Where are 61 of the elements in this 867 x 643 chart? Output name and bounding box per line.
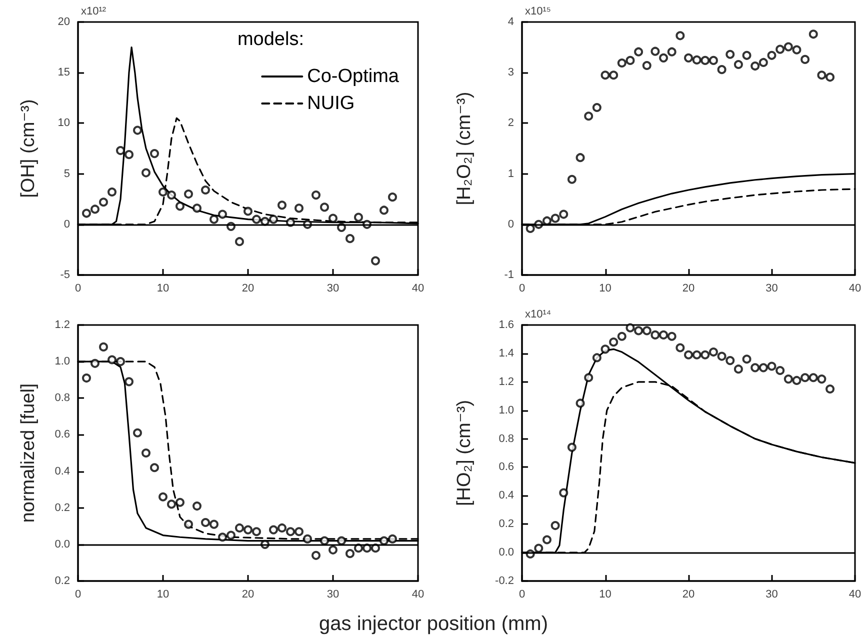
y-axis-title: [HO₂] (cm⁻³) [454, 400, 475, 506]
legend-label: NUIG [307, 93, 355, 114]
x-tick-label: 0 [518, 282, 526, 294]
y-tick-label: 10 [58, 117, 70, 130]
x-tick-label: 0 [74, 282, 82, 294]
y-tick-label: 2 [508, 117, 514, 130]
x-tick-label: 40 [848, 588, 862, 600]
y-tick-label: 5 [64, 168, 70, 180]
y-tick-label: 1 [508, 168, 514, 180]
x-tick-label: 20 [242, 588, 254, 600]
x-tick-label: 30 [766, 588, 778, 600]
y-tick-label: 4 [508, 16, 514, 28]
x-tick-label: 20 [682, 588, 695, 600]
x-tick-label: 10 [599, 588, 612, 600]
text: x10¹⁴ [525, 308, 552, 320]
y-tick-label: 0.8 [54, 392, 70, 404]
y-tick-label: 1.0 [498, 404, 514, 416]
text: x10¹⁵ [525, 6, 551, 18]
x-tick-label: 40 [412, 282, 424, 294]
y-tick-label: 0.4 [54, 465, 70, 478]
y-tick-label: -5 [60, 269, 70, 281]
y-tick-label: 0.2 [54, 575, 70, 587]
x-tick-label: 30 [766, 282, 778, 294]
x-tick-label: 10 [599, 282, 612, 294]
y-tick-label: -1 [504, 269, 514, 281]
legend-title: models: [237, 29, 304, 50]
y-tick-label: 0.6 [54, 428, 70, 441]
text: x10¹² [81, 6, 106, 18]
y-tick-label: 0.4 [498, 490, 514, 502]
y-tick-label: 20 [58, 16, 70, 28]
y-tick-label: 0 [64, 218, 70, 230]
y-tick-label: 0.6 [498, 461, 514, 474]
y-tick-label: 0.0 [54, 538, 70, 550]
y-axis-title: [OH] (cm⁻³) [18, 99, 39, 198]
y-tick-label: 3 [508, 66, 514, 79]
y-axis-title: [H₂O₂] (cm⁻³) [454, 92, 475, 206]
y-tick-label: 1.2 [54, 319, 70, 331]
y-tick-label: 0.8 [498, 432, 514, 445]
legend-label: Co-Optima [307, 66, 400, 87]
y-tick-label: 15 [58, 66, 70, 79]
x-tick-label: 0 [518, 588, 526, 600]
x-tick-label: 10 [156, 282, 170, 294]
y-tick-label: -0.2 [495, 575, 514, 587]
y-tick-label: 1.6 [498, 319, 514, 331]
x-tick-label: 30 [326, 588, 340, 600]
y-tick-label: 0.0 [498, 546, 514, 559]
x-tick-label: 0 [74, 588, 82, 600]
x-axis-title: gas injector position (mm) [318, 613, 549, 636]
x-tick-label: 30 [326, 282, 340, 294]
x-tick-label: 20 [682, 282, 695, 294]
y-tick-label: 1.2 [498, 376, 514, 388]
y-tick-label: 0.2 [498, 518, 514, 530]
y-tick-label: 0 [508, 218, 514, 230]
y-tick-label: 1.0 [54, 356, 70, 368]
x-tick-label: 20 [242, 282, 254, 294]
x-tick-label: 10 [156, 588, 170, 600]
y-axis-title: normalized [fuel] [18, 383, 39, 523]
y-tick-label: 1.4 [498, 347, 514, 360]
x-tick-label: 40 [848, 282, 862, 294]
y-tick-label: 0.2 [54, 502, 70, 514]
x-tick-label: 40 [412, 588, 424, 600]
